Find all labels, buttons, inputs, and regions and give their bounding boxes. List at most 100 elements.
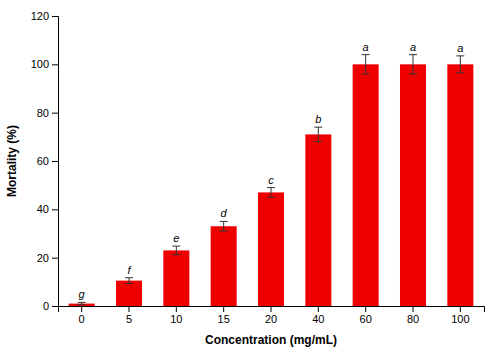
error-line xyxy=(223,221,224,231)
axis-line xyxy=(52,17,59,307)
error-cap xyxy=(125,283,133,284)
bar xyxy=(116,281,142,306)
x-tick-mark xyxy=(81,306,82,312)
bar xyxy=(163,250,189,306)
x-tick-mark xyxy=(413,306,414,312)
error-bar xyxy=(267,188,275,198)
error-cap xyxy=(172,246,180,247)
x-tick: 5 xyxy=(126,306,132,325)
x-tick-label: 20 xyxy=(265,313,277,325)
annotation: g xyxy=(79,288,86,300)
error-bar xyxy=(220,221,228,231)
error-cap xyxy=(362,74,370,75)
marks xyxy=(69,55,474,306)
y-tick-label: 0 xyxy=(43,300,49,312)
error-bar xyxy=(78,302,86,304)
error-cap xyxy=(220,221,228,222)
error-line xyxy=(129,278,130,284)
error-cap xyxy=(125,277,133,278)
y-tick: 120 xyxy=(31,10,58,22)
y-tick: 100 xyxy=(31,58,58,70)
bar xyxy=(211,226,237,306)
axis-line xyxy=(59,307,485,313)
y-tick-mark xyxy=(52,209,58,210)
error-cap xyxy=(409,54,417,55)
error-cap xyxy=(78,304,86,305)
y-tick-label: 40 xyxy=(37,203,49,215)
annotation: d xyxy=(221,207,228,219)
x-tick-label: 10 xyxy=(170,313,182,325)
bar xyxy=(258,192,284,306)
x-tick-mark xyxy=(129,306,130,312)
annotation: a xyxy=(363,41,369,53)
bar xyxy=(305,134,331,306)
x-tick-label: 0 xyxy=(79,313,85,325)
y-tick: 80 xyxy=(37,107,58,119)
error-cap xyxy=(409,74,417,75)
annotation: f xyxy=(127,264,131,276)
x-axis-title: Concentration (mg/mL) xyxy=(205,333,337,347)
error-cap xyxy=(314,127,322,128)
y-tick-label: 80 xyxy=(37,107,49,119)
error-line xyxy=(365,55,366,74)
annotations: gfedcbaaa xyxy=(79,41,464,301)
plot-area: 05101520406080100020406080100120gfedcbaa… xyxy=(31,10,485,325)
y-axis: 0 20 40 60 80 100 120 xyxy=(31,10,59,312)
annotation: c xyxy=(268,174,274,186)
y-tick: 20 xyxy=(37,252,58,264)
x-tick-mark xyxy=(271,306,272,312)
error-cap xyxy=(456,72,464,73)
y-tick-mark xyxy=(52,64,58,65)
y-tick-label: 20 xyxy=(37,252,49,264)
y-tick-label: 100 xyxy=(31,58,49,70)
y-tick: 40 xyxy=(37,203,58,215)
y-tick-mark xyxy=(52,161,58,162)
x-tick: 40 xyxy=(312,306,324,325)
error-cap xyxy=(267,197,275,198)
error-cap xyxy=(314,141,322,142)
error-bar xyxy=(362,55,370,74)
x-tick: 20 xyxy=(265,306,277,325)
annotation: a xyxy=(457,42,463,54)
y-tick: 0 xyxy=(43,300,58,312)
y-tick-mark xyxy=(52,258,58,259)
chart: 05101520406080100020406080100120gfedcbaa… xyxy=(0,0,500,354)
x-axis: 0 5 10 15 20 40 60 80 100 xyxy=(59,306,485,325)
error-cap xyxy=(267,187,275,188)
annotation: a xyxy=(410,41,416,53)
error-cap xyxy=(220,231,228,232)
y-axis-title: Mortality (%) xyxy=(5,125,19,197)
y-tick: 60 xyxy=(37,155,58,167)
x-tick-mark xyxy=(318,306,319,312)
x-tick: 80 xyxy=(407,306,419,325)
error-bar xyxy=(172,246,180,255)
bar xyxy=(353,64,379,306)
x-tick: 10 xyxy=(170,306,182,325)
bar xyxy=(400,64,426,306)
x-tick-mark xyxy=(460,306,461,312)
error-bar xyxy=(456,56,464,73)
x-tick-mark xyxy=(223,306,224,312)
error-cap xyxy=(78,302,86,303)
y-tick-mark xyxy=(52,306,58,307)
x-tick: 60 xyxy=(360,306,372,325)
x-tick: 100 xyxy=(451,306,469,325)
error-cap xyxy=(362,54,370,55)
x-tick-mark xyxy=(176,306,177,312)
y-tick-mark xyxy=(52,16,58,17)
error-bar xyxy=(125,278,133,284)
error-bar xyxy=(314,127,322,141)
x-tick: 0 xyxy=(79,306,85,325)
bar xyxy=(447,64,473,306)
x-tick: 15 xyxy=(218,306,230,325)
error-line xyxy=(460,56,461,73)
error-cap xyxy=(456,55,464,56)
x-tick-mark xyxy=(365,306,366,312)
x-tick-label: 100 xyxy=(451,313,469,325)
error-bar xyxy=(409,55,417,74)
annotation: e xyxy=(173,232,179,244)
error-line xyxy=(176,246,177,255)
y-tick-label: 120 xyxy=(31,10,49,22)
error-line xyxy=(271,188,272,198)
y-tick-label: 60 xyxy=(37,155,49,167)
